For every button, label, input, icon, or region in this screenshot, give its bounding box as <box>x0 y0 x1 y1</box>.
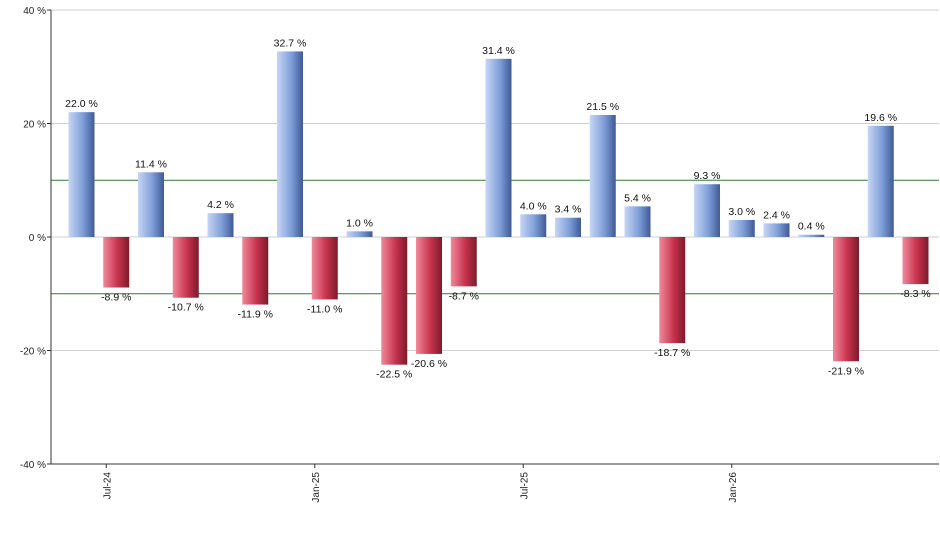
bar-value-label: 0.4 % <box>798 221 825 233</box>
bar-value-label: -20.6 % <box>411 358 447 370</box>
y-tick-label: 40 % <box>23 6 46 17</box>
bar-mar-26 <box>798 234 825 237</box>
bar-sep-24 <box>172 237 199 298</box>
bar-jul-25 <box>520 214 547 237</box>
bar-jan-25 <box>311 237 338 300</box>
bar-value-label: 3.0 % <box>728 206 755 218</box>
bar-mar-25 <box>381 237 408 365</box>
bar-value-label: 5.4 % <box>624 192 651 204</box>
bar-value-label: 9.3 % <box>694 170 721 182</box>
bar-value-label: -10.7 % <box>168 302 204 314</box>
bar-nov-24 <box>242 237 269 305</box>
bar-feb-25 <box>346 231 373 237</box>
bar-value-label: 32.7 % <box>274 37 307 49</box>
bar-value-label: 11.4 % <box>135 158 167 170</box>
bar-value-label: -21.9 % <box>828 365 864 377</box>
axes: 40 % 20 % 0 % -20 % -40 % Jul-24 Jan-25 Jul-25 J… <box>20 6 939 503</box>
bar-value-label: -8.9 % <box>101 292 131 304</box>
bar-apr-25 <box>416 237 442 354</box>
bar-jan-26 <box>728 219 755 237</box>
bar-value-label: 4.0 % <box>520 200 547 212</box>
bar-value-label: -8.3 % <box>900 288 930 300</box>
bar-value-label: -8.7 % <box>449 290 479 302</box>
y-tick-label: -20 % <box>20 347 46 358</box>
bar-nov-25 <box>659 237 686 344</box>
bar-feb-26 <box>763 223 790 237</box>
x-tick-label: Jan-25 <box>311 472 322 503</box>
bar-value-label: 31.4 % <box>482 45 515 57</box>
bar-jul-24 <box>103 237 130 288</box>
bar-value-label: 2.4 % <box>763 209 790 221</box>
bar-aug-24 <box>138 172 164 237</box>
bar-may-25 <box>450 237 477 287</box>
bar-jun-24 <box>68 112 95 237</box>
bar-apr-26 <box>833 237 859 362</box>
bar-value-label: 21.5 % <box>586 101 619 113</box>
bar-value-label: 19.6 % <box>864 112 897 124</box>
bar-oct-25 <box>624 206 651 237</box>
bar-value-label: -11.0 % <box>307 303 342 315</box>
bars <box>68 51 929 365</box>
bar-value-label: -18.7 % <box>654 347 690 359</box>
bar-aug-25 <box>555 217 581 237</box>
bar-value-label: 1.0 % <box>346 217 373 229</box>
bar-value-label: -11.9 % <box>238 309 273 321</box>
bar-sep-25 <box>589 114 616 237</box>
bar-dec-24 <box>277 51 303 237</box>
y-tick-label: 0 % <box>29 233 46 244</box>
bar-jun-25 <box>485 58 512 238</box>
x-tick-label: Jul-25 <box>519 472 530 500</box>
x-tick-label: Jul-24 <box>102 472 113 500</box>
bar-oct-24 <box>207 213 234 237</box>
bar-value-label: -22.5 % <box>376 369 412 381</box>
bar-value-label: 3.4 % <box>555 204 582 216</box>
bar-jun-26 <box>902 237 929 285</box>
bar-value-label: 4.2 % <box>207 199 234 211</box>
bar-value-label: 22.0 % <box>65 98 98 110</box>
bar-may-26 <box>867 125 894 237</box>
bar-dec-25 <box>694 184 720 237</box>
bar-labels: 22.0 % -8.9 % 11.4 % -10.7 % 4.2 % -11.9 % 32.… <box>65 37 931 380</box>
y-tick-label: 20 % <box>23 120 46 131</box>
x-tick-label: Jan-26 <box>728 472 739 503</box>
y-tick-label: -40 % <box>20 460 46 471</box>
